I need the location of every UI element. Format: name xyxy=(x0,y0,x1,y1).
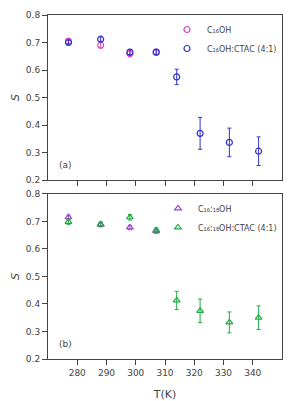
svg-text:0.2: 0.2 xyxy=(26,354,40,364)
svg-text:S: S xyxy=(9,94,22,101)
svg-text:0.5: 0.5 xyxy=(26,93,40,103)
svg-text:C₁₆:₁₈OH: C₁₆:₁₈OH xyxy=(198,205,231,214)
svg-text:0.3: 0.3 xyxy=(26,327,40,337)
svg-text:310: 310 xyxy=(156,368,173,378)
svg-text:C₁₆:₁₈OH:CTAC (4:1): C₁₆:₁₈OH:CTAC (4:1) xyxy=(198,224,277,233)
svg-text:(b): (b) xyxy=(59,339,72,349)
svg-text:0.7: 0.7 xyxy=(26,38,40,48)
svg-text:300: 300 xyxy=(127,368,144,378)
svg-text:0.7: 0.7 xyxy=(26,217,40,227)
svg-text:(a): (a) xyxy=(59,160,72,170)
svg-text:C₁₆OH: C₁₆OH xyxy=(207,26,231,35)
svg-text:0.8: 0.8 xyxy=(26,189,41,199)
svg-text:280: 280 xyxy=(69,368,86,378)
svg-text:0.2: 0.2 xyxy=(26,175,40,185)
svg-text:0.5: 0.5 xyxy=(26,272,40,282)
svg-text:S: S xyxy=(9,273,22,280)
svg-text:0.8: 0.8 xyxy=(26,10,41,20)
svg-text:0.4: 0.4 xyxy=(26,120,41,130)
svg-text:0.4: 0.4 xyxy=(26,299,41,309)
svg-text:290: 290 xyxy=(98,368,115,378)
svg-text:0.6: 0.6 xyxy=(26,244,41,254)
svg-text:320: 320 xyxy=(186,368,203,378)
svg-text:T(K): T(K) xyxy=(153,388,177,401)
svg-text:C₁₆OH:CTAC (4:1): C₁₆OH:CTAC (4:1) xyxy=(207,45,276,54)
svg-text:330: 330 xyxy=(215,368,232,378)
svg-text:340: 340 xyxy=(244,368,261,378)
svg-text:0.6: 0.6 xyxy=(26,65,41,75)
svg-text:0.3: 0.3 xyxy=(26,148,40,158)
